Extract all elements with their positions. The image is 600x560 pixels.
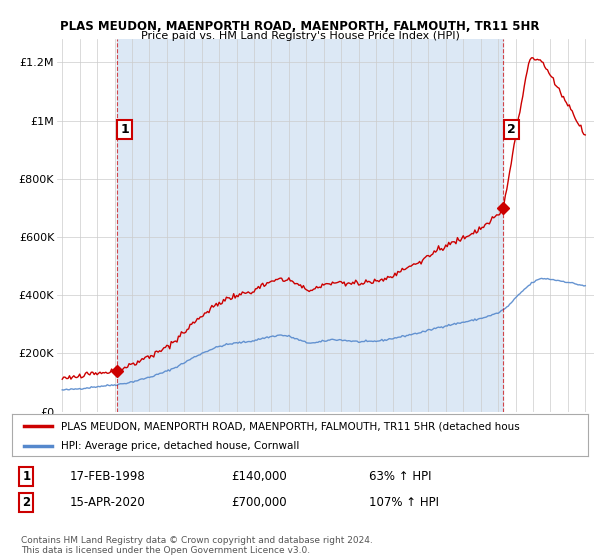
Bar bbox=[116, 39, 503, 412]
Text: £700,000: £700,000 bbox=[231, 496, 287, 509]
Text: Price paid vs. HM Land Registry's House Price Index (HPI): Price paid vs. HM Land Registry's House … bbox=[140, 31, 460, 41]
Text: 1: 1 bbox=[22, 470, 31, 483]
Text: PLAS MEUDON, MAENPORTH ROAD, MAENPORTH, FALMOUTH, TR11 5HR (detached hous: PLAS MEUDON, MAENPORTH ROAD, MAENPORTH, … bbox=[61, 421, 520, 431]
Text: 2: 2 bbox=[22, 496, 31, 509]
Text: 2: 2 bbox=[506, 123, 515, 136]
Text: 107% ↑ HPI: 107% ↑ HPI bbox=[369, 496, 439, 509]
Text: £140,000: £140,000 bbox=[231, 470, 287, 483]
Text: 15-APR-2020: 15-APR-2020 bbox=[70, 496, 145, 509]
Text: HPI: Average price, detached house, Cornwall: HPI: Average price, detached house, Corn… bbox=[61, 441, 299, 451]
Text: 17-FEB-1998: 17-FEB-1998 bbox=[70, 470, 145, 483]
Text: 1: 1 bbox=[120, 123, 129, 136]
Text: Contains HM Land Registry data © Crown copyright and database right 2024.
This d: Contains HM Land Registry data © Crown c… bbox=[20, 535, 373, 555]
Text: PLAS MEUDON, MAENPORTH ROAD, MAENPORTH, FALMOUTH, TR11 5HR: PLAS MEUDON, MAENPORTH ROAD, MAENPORTH, … bbox=[60, 20, 540, 32]
Text: 63% ↑ HPI: 63% ↑ HPI bbox=[369, 470, 431, 483]
